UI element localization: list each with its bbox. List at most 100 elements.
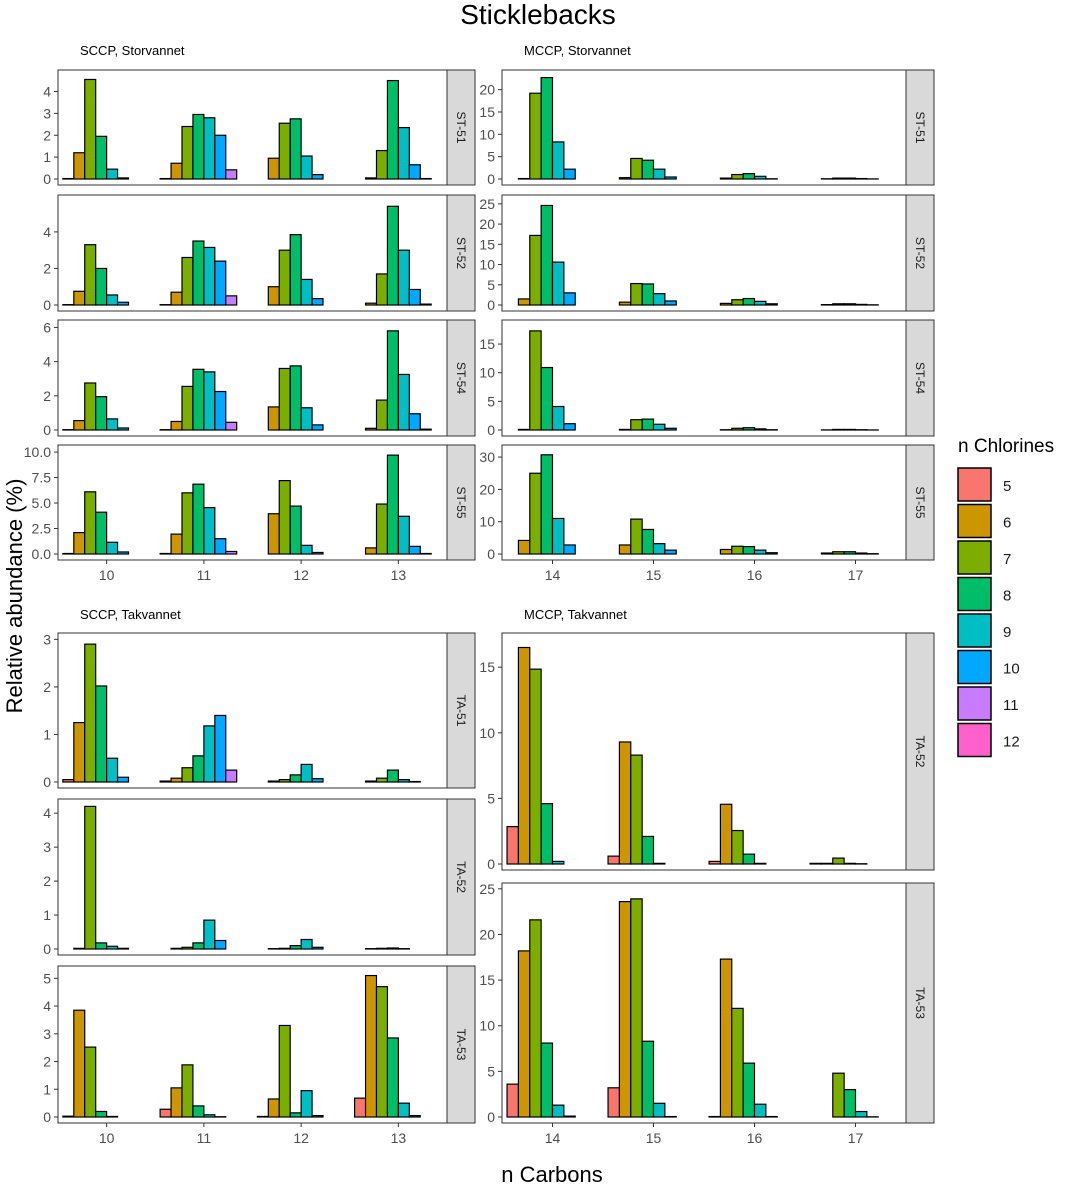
bar-c11-cl11	[225, 295, 238, 306]
facet-strip-label: TA-53	[454, 1029, 468, 1061]
y-tick-label: 20	[479, 481, 495, 497]
y-tick-label: 10	[479, 126, 495, 142]
bar-c17-cl6	[820, 552, 834, 555]
bar-c14-cl9	[551, 860, 565, 865]
bar-c11-cl7	[181, 385, 194, 431]
bar-c12-cl6	[267, 1098, 280, 1118]
y-tick-label: 0	[43, 422, 51, 438]
facet-title-mccp-takvannet: MCCP, Takvannet	[524, 607, 627, 622]
y-tick-label: 15	[479, 659, 495, 675]
y-tick-label: 3	[43, 839, 51, 855]
bar-c10-cl10	[116, 427, 130, 431]
facet-strip-label: ST-52	[913, 237, 927, 269]
bar-c12-cl7	[278, 947, 291, 950]
panel-frame	[501, 194, 907, 312]
bar-c11-cl8	[192, 942, 205, 950]
x-tick-label: 12	[293, 1130, 309, 1146]
bar-c14-cl9	[551, 1104, 565, 1118]
bar-c16-cl5	[708, 860, 722, 865]
panel-frame	[57, 632, 448, 789]
bar-c15-cl6	[618, 428, 632, 431]
panel-st-51: ST-51 0 1 2 3 4	[43, 69, 476, 187]
bar-c13-cl9	[397, 249, 410, 306]
legend-swatch-9	[957, 613, 992, 648]
bar-c13-cl8	[386, 205, 399, 306]
bar-c16-cl7	[731, 545, 744, 555]
bar-c14-cl6	[517, 539, 531, 555]
facet-strip-label: ST-52	[454, 237, 468, 269]
x-tick-label: 13	[391, 1130, 407, 1146]
bar-c15-cl8	[641, 835, 655, 865]
bar-c13-cl9	[397, 515, 410, 555]
bar-c15-cl7	[630, 898, 643, 1118]
bar-c12-cl10	[311, 778, 324, 783]
bar-c14-cl10	[563, 292, 576, 306]
bar-c15-cl6	[618, 741, 632, 865]
bar-c10-cl7	[84, 1046, 97, 1118]
bar-c17-cl8	[843, 303, 857, 306]
y-tick-label: 4	[43, 354, 51, 370]
panel-st-51: ST-51 0 5 10 15 20	[479, 69, 935, 187]
bar-c10-cl6	[73, 419, 86, 431]
x-tick-label: 14	[545, 567, 561, 583]
bar-c13-cl11	[419, 552, 432, 555]
bar-c11-cl8	[192, 483, 205, 555]
bar-c12-cl8	[289, 118, 302, 180]
x-tick-label: 16	[747, 567, 763, 583]
bar-c15-cl6	[618, 901, 632, 1118]
y-tick-label: 2.5	[32, 521, 52, 537]
bar-c17-cl8	[843, 177, 857, 180]
bar-c17-cl7	[832, 428, 845, 431]
x-tick-label: 16	[747, 1130, 763, 1146]
legend-swatch-10	[957, 649, 992, 685]
y-tick-label: 0.0	[32, 546, 52, 562]
bar-c14-cl8	[540, 454, 554, 555]
facet-strip-label: TA-52	[454, 861, 468, 893]
bar-c12-cl7	[278, 779, 291, 783]
bar-c12-cl6	[267, 513, 280, 555]
legend-title: n Chlorines	[958, 436, 1054, 457]
chart-title: Sticklebacks	[460, 0, 616, 30]
bar-c14-cl6	[517, 298, 531, 306]
y-tick-label: 3	[43, 631, 51, 647]
bar-c11-cl6	[170, 947, 183, 950]
bar-c16-cl9	[753, 862, 767, 865]
bar-c12-cl5	[256, 1115, 269, 1118]
y-tick-label: 0	[43, 1109, 51, 1125]
bar-c16-cl8	[742, 297, 756, 306]
y-tick-label: 5	[43, 970, 51, 986]
bar-c13-cl8	[386, 947, 399, 950]
bar-c11-cl7	[181, 946, 194, 950]
y-tick-label: 5.0	[32, 495, 52, 511]
y-tick-label: 4	[43, 224, 51, 240]
bar-c15-cl6	[618, 544, 632, 555]
bar-c14-cl6	[517, 646, 531, 865]
bar-c16-cl8	[742, 173, 756, 180]
bar-c10-cl9	[106, 757, 119, 783]
bar-c14-cl7	[529, 330, 542, 431]
legend: n Chlorines 5 6 7 8 9 10 11 12	[957, 436, 1054, 758]
bar-c10-cl5	[62, 552, 75, 555]
bar-c16-cl6	[719, 302, 733, 306]
y-tick-label: 10.0	[24, 444, 51, 460]
bar-c11-cl11	[225, 169, 238, 180]
facet-strip	[446, 965, 476, 1124]
bar-c16-cl6	[719, 177, 733, 180]
y-tick-label: 1	[43, 726, 51, 742]
panel-frame	[501, 632, 907, 871]
panel-st-52: ST-52 0 2 4	[43, 194, 476, 313]
legend-label-10: 10	[1003, 661, 1020, 678]
bar-c13-cl7	[375, 399, 389, 431]
panel-frame	[57, 798, 448, 956]
bar-c13-cl9	[397, 373, 410, 431]
legend-swatch-12	[957, 722, 992, 758]
bar-c16-cl8	[742, 545, 756, 555]
bar-c17-cl9	[854, 552, 868, 555]
legend-label-6: 6	[1003, 515, 1011, 532]
facet-strip-label: ST-54	[454, 362, 468, 394]
bar-c10-cl7	[84, 244, 97, 306]
bar-c16-cl9	[753, 300, 767, 306]
bar-c12-cl9	[300, 938, 313, 950]
